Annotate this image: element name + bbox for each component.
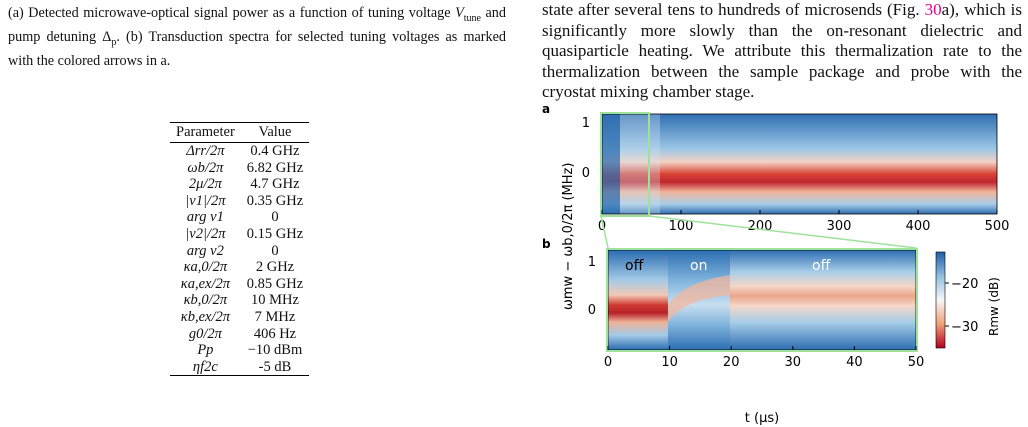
panel-a-heatmap [601, 113, 998, 215]
param-value: 2 GHz [255, 259, 295, 276]
paragraph-start: state after several tens to hundreds of … [542, 0, 925, 19]
panel-b-heatmap [607, 249, 917, 351]
zoom-line-right [648, 215, 917, 249]
xtick-label: 10 [661, 355, 678, 370]
table-row: κa,ex/2π 0.85 GHz [170, 276, 309, 293]
param-name: ωb/2π [187, 159, 224, 176]
table-row: arg ν2 0 [170, 243, 309, 260]
table-row: 2μ/2π 4.7 GHz [170, 176, 309, 193]
param-name: κb,0/2π [183, 292, 228, 309]
param-value: 0.15 GHz [246, 225, 304, 242]
vtune-symbol: Vtune [455, 5, 481, 24]
caption-part2: and pump detuning [8, 5, 506, 45]
y-axis-label: ωmw − ωb,0/2π (MHz) [561, 163, 576, 310]
xtick-label: 20 [723, 355, 740, 370]
xtick-label: 500 [985, 219, 1010, 234]
param-value: 406 Hz [253, 325, 297, 342]
param-value: 0.85 GHz [246, 275, 304, 292]
xtick-label: 100 [669, 219, 694, 234]
xtick-label: 0 [598, 219, 606, 234]
param-name: κa,ex/2π [180, 275, 231, 292]
colorbar [935, 251, 946, 349]
panel-a-label: a [542, 102, 550, 116]
b-ytick-0: 0 [588, 303, 596, 318]
panel-b-xticks: 0 10 20 30 40 50 [604, 346, 924, 370]
xtick-label: 30 [785, 355, 802, 370]
xtick-label: 400 [906, 219, 931, 234]
param-name: g0/2π [188, 325, 222, 342]
param-name: arg ν1 [186, 209, 224, 226]
state-label-on: on [690, 258, 707, 274]
table-row: κa,0/2π 2 GHz [170, 259, 309, 276]
zoom-box [600, 112, 650, 217]
x-axis-label: t (μs) [745, 411, 779, 426]
param-name: |ν1|/2π [185, 192, 226, 209]
param-name: κa,0/2π [183, 259, 228, 276]
panel-b-label: b [542, 237, 551, 251]
param-name: |ν2|/2π [185, 225, 226, 242]
param-name: Pp [197, 342, 214, 359]
param-value: 4.7 GHz [250, 176, 300, 193]
xtick-label: 0 [604, 355, 612, 370]
state-label-off-1: off [625, 258, 644, 274]
param-name: κb,ex/2π [180, 308, 231, 325]
a-ytick-1: 1 [582, 116, 590, 131]
param-value: 0.4 GHz [250, 143, 300, 159]
table-row: Δrr/2π 0.4 GHz [170, 143, 309, 160]
caption-part3: . (b) Transduction spectra for selected … [8, 28, 507, 69]
b-ytick-1: 1 [588, 255, 596, 270]
colorbar-tick-20: −20 [951, 277, 978, 292]
header-value: Value [240, 122, 310, 143]
param-name: 2μ/2π [188, 176, 222, 193]
figure-ref-link[interactable]: 30 [924, 0, 942, 19]
table-row: ηf2c -5 dB [170, 359, 309, 376]
table-body: Δrr/2π 0.4 GHz ωb/2π 6.82 GHz 2μ/2π 4.7 GHz |ν… [170, 143, 309, 376]
param-name: arg ν2 [186, 242, 224, 259]
table-row: arg ν1 0 [170, 209, 309, 226]
table-row: κb,ex/2π 7 MHz [170, 309, 309, 326]
table-row: ωb/2π 6.82 GHz [170, 160, 309, 177]
figure-heatmaps: a 0 100 200 300 400 500 1 0 b off on off 0 10 2… [542, 102, 1010, 426]
param-value: −10 dBm [247, 342, 303, 359]
param-value: 7 MHz [254, 308, 296, 325]
table-row: |ν2|/2π 0.15 GHz [170, 226, 309, 243]
xtick-label: 300 [827, 219, 852, 234]
delta-symbol: Δp [102, 28, 117, 48]
table-row: κb,0/2π 10 MHz [170, 292, 309, 309]
table-row: Pp −10 dBm [170, 342, 309, 359]
xtick-label: 50 [908, 355, 925, 370]
table-row: g0/2π 406 Hz [170, 326, 309, 343]
param-value: -5 dB [258, 358, 292, 375]
param-value: 0 [271, 242, 279, 259]
body-paragraph: state after several tens to hundreds of … [542, 0, 1023, 101]
param-value: 0 [271, 209, 279, 226]
zoom-line-left [600, 215, 609, 249]
header-parameter: Parameter [170, 122, 241, 143]
colorbar-tick-30: −30 [951, 320, 978, 335]
param-value: 0.35 GHz [246, 192, 304, 209]
a-ytick-0: 0 [582, 166, 590, 181]
parameter-table: Parameter Value Δrr/2π 0.4 GHz ωb/2π 6.82 G… [170, 122, 310, 377]
caption-part1: (a) Detected microwave-optical signal po… [8, 5, 456, 21]
table-row: |ν1|/2π 0.35 GHz [170, 193, 309, 210]
xtick-label: 200 [748, 219, 773, 234]
paragraph-rest: which is significantly more slowly than … [542, 0, 1023, 101]
figure-caption-left: (a) Detected microwave-optical signal po… [8, 4, 506, 71]
zoom-box-b [606, 248, 918, 352]
param-name: Δrr/2π [186, 143, 225, 159]
table-header-row: Parameter Value [170, 122, 310, 143]
state-label-off-2: off [812, 258, 831, 274]
param-name: ηf2c [192, 358, 218, 375]
param-value: 10 MHz [251, 292, 299, 309]
colorbar-label: Rmw (dB) [987, 277, 1001, 336]
param-value: 6.82 GHz [246, 159, 304, 176]
xtick-label: 40 [846, 355, 863, 370]
